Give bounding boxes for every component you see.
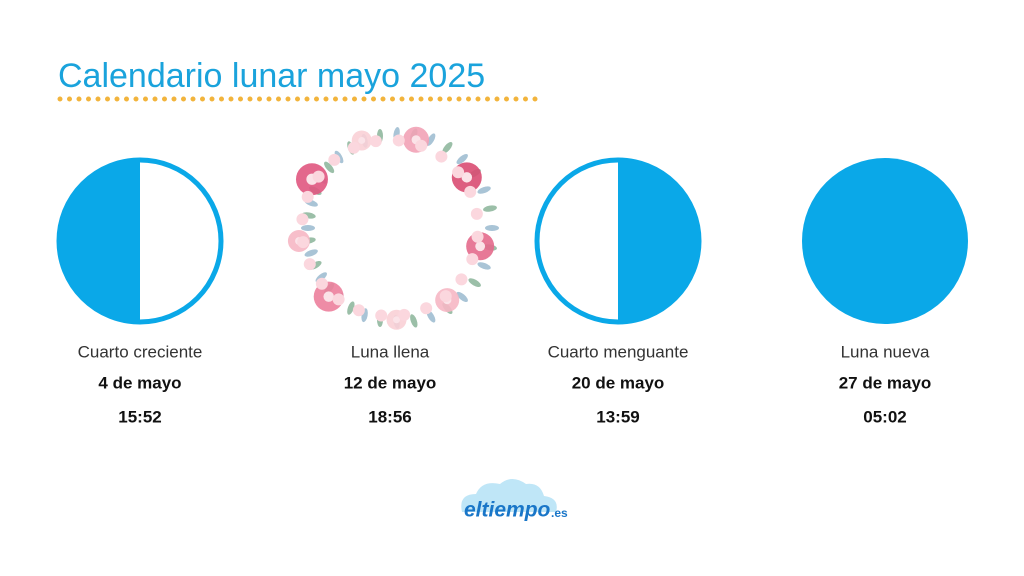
- blossom: [296, 213, 309, 226]
- blossom: [332, 293, 345, 306]
- moon-full-wreath: [287, 126, 499, 330]
- blossom: [435, 150, 448, 163]
- phase-date: 27 de mayo: [839, 373, 932, 392]
- leaf: [485, 225, 499, 231]
- leaf: [477, 262, 491, 270]
- phase-time: 18:56: [368, 407, 411, 426]
- leaf: [456, 291, 468, 303]
- blossom: [301, 190, 314, 203]
- phase-time: 05:02: [863, 407, 906, 426]
- blossom: [347, 141, 360, 154]
- blossom: [315, 277, 328, 290]
- leaf: [301, 225, 315, 231]
- phase-date: 4 de mayo: [98, 373, 181, 392]
- moon-lit: [618, 160, 699, 322]
- leaf: [468, 278, 481, 288]
- blossom: [375, 309, 388, 322]
- blossom: [398, 308, 411, 321]
- leaf: [304, 249, 318, 257]
- blossom: [352, 304, 365, 317]
- phase-date: 20 de mayo: [572, 373, 665, 392]
- phase-name: Cuarto creciente: [78, 342, 203, 361]
- blossom: [420, 302, 433, 315]
- moon-lit: [59, 160, 140, 322]
- leaf: [442, 141, 453, 154]
- blossom: [369, 135, 382, 148]
- phase-date: 12 de mayo: [344, 373, 437, 392]
- flower-center: [461, 172, 473, 183]
- phase-time: 15:52: [118, 407, 161, 426]
- blossom: [470, 207, 483, 220]
- blossom: [415, 139, 428, 152]
- blossom: [303, 258, 316, 271]
- leaf: [477, 186, 491, 194]
- blossom: [455, 273, 468, 286]
- blossom: [464, 185, 477, 198]
- flower-center: [358, 136, 366, 144]
- phase-name: Luna llena: [351, 342, 430, 361]
- blossom: [297, 236, 310, 249]
- leaf: [410, 314, 418, 328]
- logo-cloud: [461, 479, 557, 512]
- blossom: [328, 153, 341, 166]
- blossom: [439, 290, 452, 303]
- leaf: [456, 153, 468, 165]
- leaf: [483, 205, 497, 212]
- phase-labels: Cuarto creciente 4 de mayo 15:52 Luna llena…: [78, 342, 932, 426]
- title: Calendario lunar mayo 2025: [58, 57, 485, 95]
- blossom: [392, 134, 405, 147]
- blossom: [466, 253, 479, 266]
- moon-first-quarter: [56, 157, 224, 325]
- phase-time: 13:59: [596, 407, 639, 426]
- logo-suffix: .es: [551, 506, 568, 520]
- leaf: [324, 161, 335, 174]
- leaf: [347, 301, 355, 315]
- moon-new: [802, 158, 968, 324]
- logo: eltiempo .es: [461, 479, 568, 522]
- leaf: [426, 133, 436, 146]
- moon-last-quarter: [534, 157, 702, 325]
- phase-name: Cuarto menguante: [548, 342, 689, 361]
- flower-center: [393, 316, 401, 324]
- blossom: [452, 166, 465, 179]
- flower-center: [323, 291, 334, 302]
- blossom: [471, 230, 484, 243]
- logo-brand: eltiempo: [464, 499, 551, 522]
- blossom: [312, 170, 325, 183]
- phase-name: Luna nueva: [841, 342, 930, 361]
- flower-center: [475, 241, 486, 252]
